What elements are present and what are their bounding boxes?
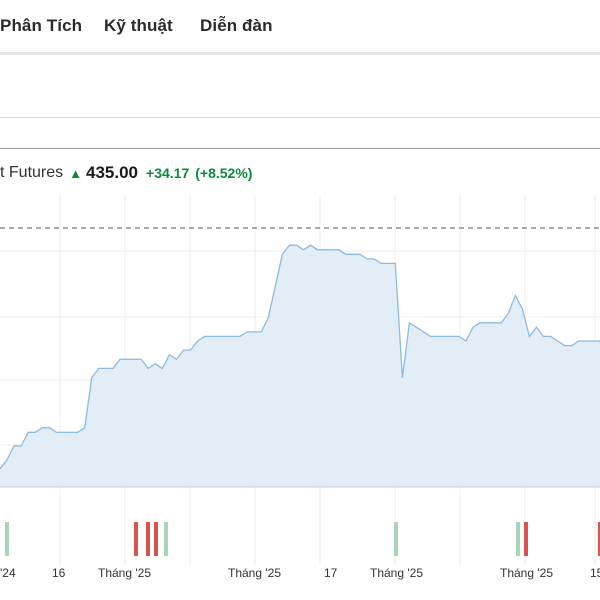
top-navigation: Phân Tích Kỹ thuật Diễn đàn bbox=[0, 0, 600, 55]
nav-item-forum[interactable]: Diễn đàn bbox=[200, 16, 273, 35]
volume-bar bbox=[524, 522, 528, 556]
volume-bar bbox=[5, 522, 9, 556]
volume-bar bbox=[164, 522, 168, 556]
quote-header: t Futures ▲ 435.00 +34.17 (+8.52%) bbox=[0, 162, 252, 184]
price-change: +34.17 bbox=[146, 165, 190, 181]
nav-item-analysis[interactable]: Phân Tích bbox=[0, 16, 83, 35]
volume-bar bbox=[146, 522, 150, 556]
nav-item-technical[interactable]: Kỹ thuật bbox=[104, 16, 173, 35]
x-tick-label: 17 bbox=[324, 566, 338, 580]
x-tick-label: Tháng '25 bbox=[228, 566, 281, 580]
volume-bar bbox=[598, 522, 600, 556]
x-tick-label: Tháng '25 bbox=[98, 566, 151, 580]
volume-bar bbox=[134, 522, 138, 556]
instrument-name: t Futures bbox=[0, 164, 64, 181]
x-tick-label: 16 bbox=[52, 566, 66, 580]
x-tick-label: Tháng '25 bbox=[370, 566, 423, 580]
x-tick-label: 15 bbox=[590, 566, 600, 580]
toolbar-band bbox=[0, 118, 600, 149]
volume-bar bbox=[154, 522, 158, 556]
volume-bar bbox=[516, 522, 520, 556]
price-line bbox=[0, 244, 600, 470]
x-tick-label: Tháng '25 bbox=[500, 566, 553, 580]
price-chart[interactable] bbox=[0, 195, 600, 565]
price-change-percent: (+8.52%) bbox=[195, 165, 253, 181]
nav-divider bbox=[0, 52, 600, 55]
content-band bbox=[0, 55, 600, 118]
arrow-up-icon: ▲ bbox=[69, 165, 83, 181]
last-price: 435.00 bbox=[86, 163, 139, 182]
volume-bar bbox=[394, 522, 398, 556]
x-tick-label: '24 bbox=[0, 566, 16, 580]
price-area-fill bbox=[0, 245, 600, 487]
